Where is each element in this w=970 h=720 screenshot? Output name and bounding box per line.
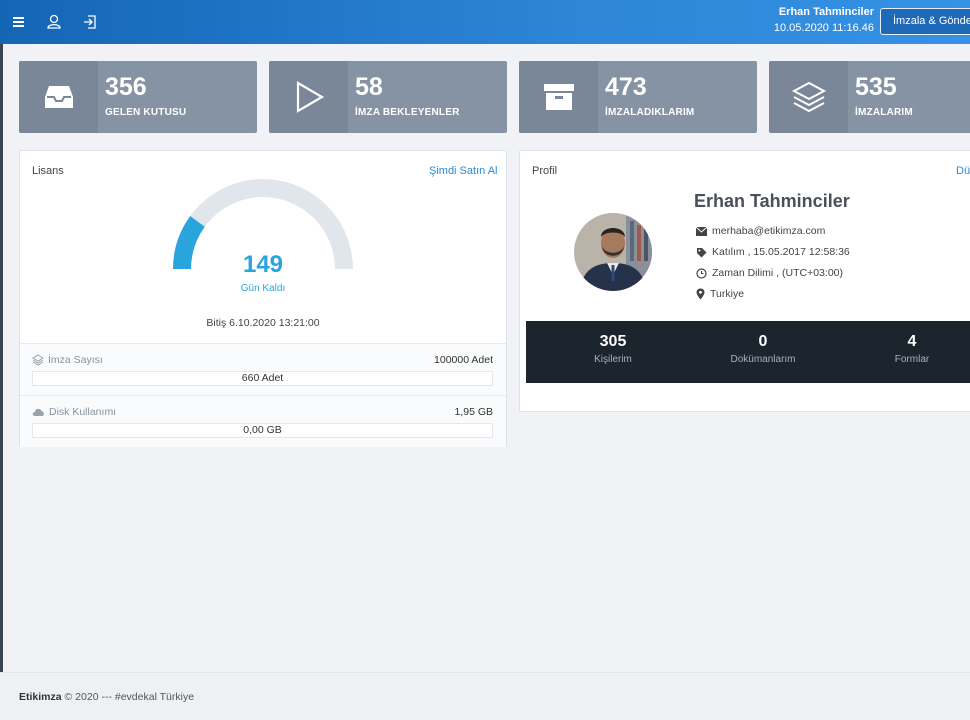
signature-usage: İmza Sayısı 100000 Adet 660 Adet	[20, 343, 506, 395]
stat-forms[interactable]: 4 Formlar	[852, 333, 970, 365]
current-datetime: 10.05.2020 11:16.46	[773, 22, 874, 34]
footer: Etikimza © 2020 --- #evdekal Türkiye	[0, 672, 970, 720]
signature-count-label: İmza Sayısı	[48, 354, 103, 366]
tile-pending[interactable]: 58 İMZA BEKLEYENLER	[269, 61, 507, 133]
tile-label: İMZALADIKLARIM	[605, 107, 695, 118]
footer-copyright: © 2020 --- #evdekal Türkiye	[64, 691, 195, 703]
profile-timezone-row: Zaman Dilimi , (UTC+03:00)	[696, 267, 843, 279]
signature-count-label-wrap: İmza Sayısı	[32, 354, 103, 366]
tile-value: 356	[105, 73, 147, 101]
profile-timezone: Zaman Dilimi , (UTC+03:00)	[712, 267, 843, 279]
profile-country-row: Turkiye	[696, 288, 744, 300]
avatar	[574, 213, 652, 291]
tile-value: 535	[855, 73, 897, 101]
license-title: Lisans	[32, 165, 64, 177]
profile-email-row: merhaba@etikimza.com	[696, 225, 825, 237]
tile-signed[interactable]: 473 İMZALADIKLARIM	[519, 61, 757, 133]
stat-documents[interactable]: 0 Dokümanlarım	[703, 333, 823, 365]
menu-icon[interactable]	[12, 13, 30, 31]
days-left-value: 149	[242, 251, 284, 278]
edit-profile-link[interactable]: Düzenle	[956, 165, 970, 177]
tile-signatures[interactable]: 535 İMZALARIM	[769, 61, 970, 133]
stat-value: 4	[907, 333, 917, 350]
license-gauge	[173, 179, 353, 270]
sign-and-send-button[interactable]: İmzala & Gönder	[880, 8, 970, 35]
map-pin-icon	[696, 288, 705, 300]
stat-value: 305	[599, 333, 627, 350]
stat-label: Formlar	[894, 354, 930, 365]
gauge-fill	[173, 216, 205, 270]
left-edge	[0, 0, 3, 720]
tile-value: 58	[355, 73, 383, 101]
profile-email: merhaba@etikimza.com	[712, 225, 826, 237]
buy-now-link[interactable]: Şimdi Satın Al	[429, 165, 498, 177]
profile-panel: Profil Düzenle Erhan Tahminciler merhaba…	[519, 150, 970, 412]
disk-label: Disk Kullanımı	[49, 406, 117, 418]
tag-icon	[697, 247, 707, 257]
stat-label: Kişilerim	[594, 354, 632, 365]
layers-small-icon	[32, 354, 44, 366]
signature-count-bar: 660 Adet	[32, 371, 493, 386]
stat-contacts[interactable]: 305 Kişilerim	[553, 333, 673, 365]
play-icon	[269, 61, 348, 133]
disk-usage-bar: 0,00 GB	[32, 423, 493, 438]
archive-icon	[519, 61, 598, 133]
footer-text: Etikimza © 2020 --- #evdekal Türkiye	[19, 691, 194, 703]
envelope-icon	[696, 226, 707, 236]
tile-label: GELEN KUTUSU	[105, 107, 187, 118]
inbox-icon	[19, 61, 98, 133]
profile-name: Erhan Tahminciler	[694, 191, 850, 211]
footer-brand: Etikimza	[19, 691, 62, 703]
profile-title: Profil	[532, 165, 558, 177]
layers-icon	[769, 61, 848, 133]
signature-count-total: 100000 Adet	[434, 354, 493, 366]
disk-usage: Disk Kullanımı 1,95 GB 0,00 GB	[20, 395, 506, 447]
disk-total: 1,95 GB	[454, 406, 493, 418]
cloud-icon	[32, 408, 44, 416]
stat-label: Dokümanlarım	[730, 354, 796, 365]
user-info: Erhan Tahminciler 10.05.2020 11:16.46	[774, 4, 874, 36]
stat-value: 0	[758, 333, 768, 350]
license-panel: Lisans Şimdi Satın Al 149 Gün Kaldı Biti…	[19, 150, 507, 447]
clock-icon	[696, 267, 707, 279]
logout-icon[interactable]	[82, 13, 100, 31]
top-bar: Erhan Tahminciler 10.05.2020 11:16.46 İm…	[0, 0, 970, 44]
profile-joined-row: Katılım , 15.05.2017 12:58:36	[696, 246, 850, 258]
tile-value: 473	[605, 73, 647, 101]
tile-label: İMZA BEKLEYENLER	[355, 107, 460, 118]
license-expiry: Bitiş 6.10.2020 13:21:00	[206, 317, 320, 329]
tile-label: İMZALARIM	[855, 107, 913, 118]
disk-label-wrap: Disk Kullanımı	[32, 406, 116, 418]
profile-joined: Katılım , 15.05.2017 12:58:36	[712, 246, 850, 258]
days-left-label: Gün Kaldı	[240, 283, 286, 294]
tile-inbox[interactable]: 356 GELEN KUTUSU	[19, 61, 257, 133]
user-name: Erhan Tahminciler	[778, 6, 874, 18]
profile-country: Turkiye	[710, 288, 745, 300]
user-icon[interactable]	[46, 13, 64, 31]
profile-stats: 305 Kişilerim 0 Dokümanlarım 4 Formlar	[526, 321, 970, 383]
